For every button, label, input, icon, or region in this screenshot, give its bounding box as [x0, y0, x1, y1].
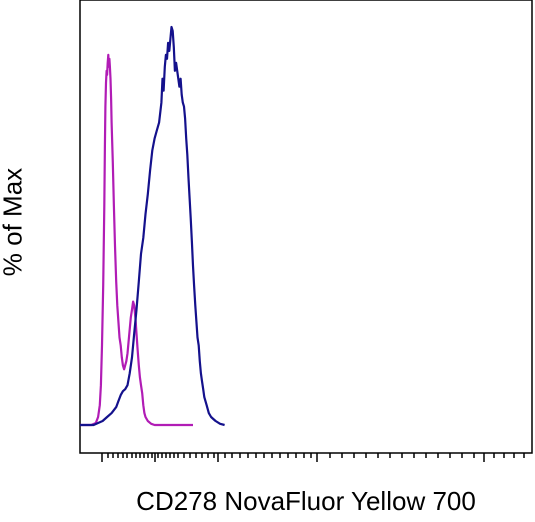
series-lines: [80, 25, 225, 427]
x-axis-ticks: [101, 453, 525, 462]
x-axis-label: CD278 NovaFluor Yellow 700: [136, 486, 476, 516]
plot-frame: [79, 0, 533, 454]
series-line-2: [80, 25, 225, 427]
series-line-1: [80, 53, 193, 427]
